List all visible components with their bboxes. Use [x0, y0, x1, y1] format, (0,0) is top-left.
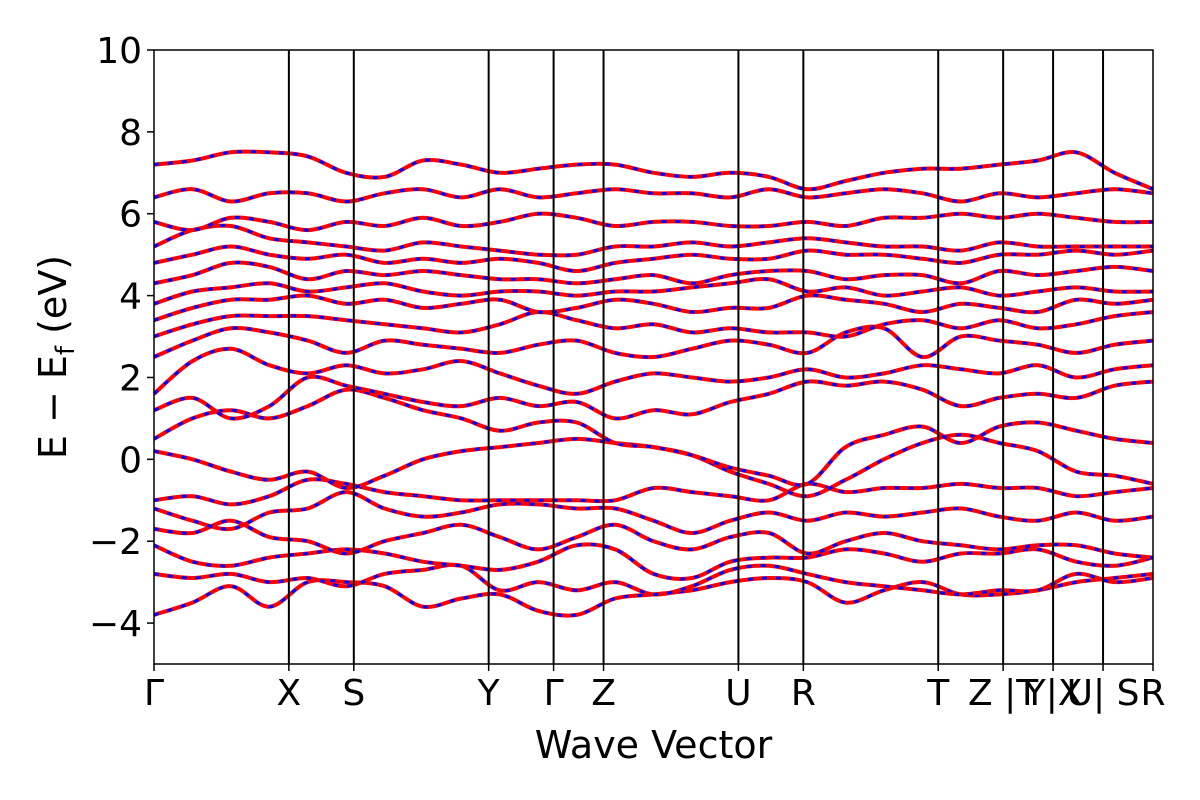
band-line-1-series-0 [153, 562, 1154, 597]
band-line-14-series-1 [153, 261, 1154, 285]
band-line-11-series-1 [153, 310, 1154, 339]
y-tick-label-1: −2 [89, 522, 142, 563]
band-line-4-series-1 [153, 490, 1154, 535]
y-axis-label: E − Ef (eV) [31, 255, 81, 459]
band-line-19-series-0 [153, 149, 1154, 192]
x-tick-label-11: U| S [1067, 673, 1140, 714]
band-line-9-series-1 [153, 347, 1154, 396]
y-tick-label-0: −4 [89, 604, 142, 645]
band-line-18-series-1 [153, 187, 1154, 204]
x-tick-label-12: R [1140, 673, 1165, 714]
y-tick-label-6: 8 [119, 113, 142, 154]
plot-frame [153, 49, 1154, 665]
x-tick-label-9: Z |T [968, 673, 1039, 714]
band-line-15-series-1 [153, 244, 1154, 273]
band-line-10-series-1 [153, 325, 1154, 359]
y-tick-label-4: 4 [119, 277, 142, 318]
x-tick-label-1: X [277, 673, 302, 714]
y-tick-label-7: 10 [96, 31, 142, 72]
x-tick-label-8: T [926, 673, 950, 714]
x-tick-label-0: Γ [144, 673, 164, 714]
y-axis-label-sub: f [51, 345, 81, 355]
band-line-2-series-1 [153, 542, 1154, 581]
y-tick-label-2: 0 [119, 440, 142, 481]
band-line-13-series-1 [153, 277, 1154, 306]
y-tick-label-5: 6 [119, 195, 142, 236]
band-line-8-series-1 [153, 375, 1154, 421]
y-axis-label-unit: (eV) [31, 255, 75, 346]
band-line-17-series-1 [153, 212, 1154, 232]
band-line-7-series-0 [153, 387, 1154, 488]
x-tick-label-5: Z [591, 673, 616, 714]
bands-layer [152, 149, 1154, 618]
y-tick-label-3: 2 [119, 358, 142, 399]
x-tick-label-3: Y [477, 673, 501, 714]
band-line-12-series-1 [153, 293, 1154, 322]
kpoint-divider-lines [287, 50, 1105, 664]
band-line-16-series-1 [153, 224, 1153, 257]
x-tick-label-10: Y|X [1023, 673, 1083, 714]
band-line-5-series-1 [153, 477, 1154, 506]
band-line-6-series-1 [153, 433, 1154, 498]
x-tick-label-6: U [725, 673, 751, 714]
x-tick-label-2: S [342, 673, 365, 714]
band-line-3-series-1 [153, 519, 1154, 560]
x-tick-label-4: Γ [544, 673, 564, 714]
y-ticks: −4 −2 0 2 4 6 8 10 [89, 31, 154, 645]
y-axis-label-main: E − E [31, 355, 75, 459]
x-tick-label-7: R [791, 673, 816, 714]
x-axis-label: Wave Vector [535, 723, 773, 767]
